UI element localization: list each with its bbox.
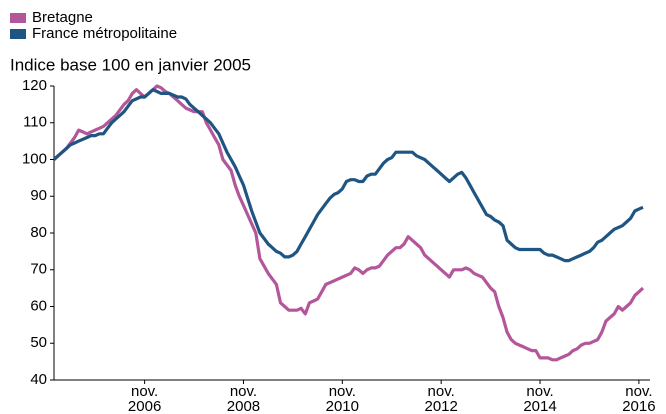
y-tick-label: 110 xyxy=(23,114,47,131)
x-tick-label: nov. 2008 xyxy=(226,383,261,414)
y-tick-label: 80 xyxy=(30,224,47,241)
x-tick-label: nov. 2016 xyxy=(622,383,656,414)
x-tick-label: nov. 2012 xyxy=(424,383,458,414)
subtitle: Indice base 100 en janvier 2005 xyxy=(10,55,251,74)
legend-swatch xyxy=(10,13,26,23)
x-tick-label: nov. 2014 xyxy=(523,383,557,414)
x-tick-label: nov. 2010 xyxy=(325,383,359,414)
y-tick-label: 70 xyxy=(30,261,47,278)
series-line xyxy=(52,84,645,362)
y-tick-label: 120 xyxy=(22,77,47,94)
legend-label: Bretagne xyxy=(32,9,93,26)
y-tick-label: 90 xyxy=(30,187,47,204)
y-tick-label: 60 xyxy=(30,297,47,314)
legend-swatch xyxy=(10,29,26,39)
y-tick-label: 40 xyxy=(30,371,47,388)
x-tick-label: nov. 2006 xyxy=(127,383,162,414)
y-tick-label: 100 xyxy=(22,150,47,167)
legend-label: France métropolitaine xyxy=(32,25,177,42)
series-line xyxy=(52,88,644,263)
y-tick-label: 50 xyxy=(30,334,47,351)
